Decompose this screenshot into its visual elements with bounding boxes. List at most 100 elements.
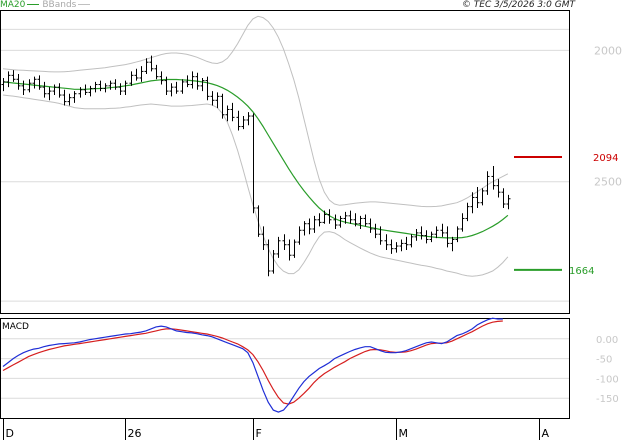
price-bar: [441, 224, 445, 237]
price-bar: [181, 79, 185, 93]
price-bar: [486, 171, 490, 195]
macd-tick-label: -50: [596, 355, 612, 366]
price-bar: [267, 239, 271, 276]
price-bar: [84, 85, 88, 96]
price-bar: [114, 79, 118, 90]
price-bar: [43, 82, 47, 98]
price-bar: [277, 237, 281, 258]
price-bar: [216, 92, 220, 108]
price-bar: [155, 65, 159, 79]
x-tick-label: D: [6, 427, 14, 440]
price-bar: [140, 66, 144, 82]
x-tick-label: A: [542, 427, 550, 440]
price-bar: [481, 188, 485, 205]
legend-bbands: BBands: [42, 0, 76, 10]
price-bar: [507, 195, 511, 209]
price-bar: [395, 242, 399, 253]
price-bar: [242, 116, 246, 129]
price-bar: [318, 213, 322, 226]
price-bar: [94, 82, 98, 93]
price-bar: [17, 74, 21, 90]
price-bar: [99, 81, 103, 92]
price-bar: [262, 226, 266, 250]
price-bar: [58, 83, 62, 97]
price-bar: [405, 237, 409, 250]
price-bar: [374, 224, 378, 238]
price-bar: [28, 79, 32, 92]
price-bar: [145, 58, 149, 74]
macd-tick-label: -150: [596, 394, 619, 405]
macd-tick-label: 0.00: [596, 335, 618, 346]
price-bar: [170, 83, 174, 96]
price-bar: [435, 226, 439, 238]
price-bar: [461, 213, 465, 231]
price-bar: [73, 91, 77, 103]
x-tick-label: F: [256, 427, 262, 440]
y-axis: 2500 2000 0.00 -50 -100 -150: [594, 44, 622, 405]
legend-bbands-swatch: [78, 4, 90, 5]
price-bar: [109, 81, 113, 90]
price-tick-label: 2500: [594, 176, 622, 189]
levels-layer: 2094 1664: [514, 153, 618, 277]
price-bar: [124, 81, 128, 95]
price-bar: [385, 234, 389, 250]
price-bar: [400, 239, 404, 251]
price-bar: [364, 215, 368, 227]
price-bar: [446, 226, 450, 247]
price-bar: [298, 226, 302, 244]
price-bar: [22, 81, 26, 95]
legend-ma20: MA20: [0, 0, 25, 10]
price-bar: [186, 75, 190, 87]
price-bar: [160, 71, 164, 84]
price-bar: [231, 103, 235, 121]
resistance-level-label: 2094: [593, 153, 618, 164]
price-bar: [410, 234, 414, 247]
price-bar: [63, 90, 67, 106]
price-bar: [257, 205, 261, 237]
price-bar: [48, 87, 52, 100]
price-bar: [252, 113, 256, 213]
chart-legend: MA20 BBands: [0, 0, 93, 11]
price-bar: [201, 78, 205, 91]
price-bar: [334, 215, 338, 229]
macd-tick-label: -100: [596, 374, 619, 385]
price-bar: [247, 112, 251, 125]
price-bar: [451, 237, 455, 251]
price-bar: [390, 239, 394, 253]
chart-header-note: © TEC 3/5/2026 3:0 GMT: [462, 0, 575, 11]
price-bar: [130, 71, 134, 85]
macd-title: MACD: [2, 322, 29, 332]
support-level-label: 1664: [569, 266, 594, 277]
price-bar: [359, 216, 363, 229]
price-bar: [135, 69, 139, 81]
price-bar: [53, 85, 57, 96]
price-bar: [175, 82, 179, 94]
price-bar: [68, 94, 72, 106]
price-bar: [237, 111, 241, 131]
price-bar: [206, 77, 210, 101]
price-bar: [12, 70, 16, 82]
price-bar: [293, 239, 297, 257]
x-tick-label: M: [399, 427, 409, 440]
price-bar: [119, 83, 123, 95]
price-bar: [456, 226, 460, 242]
price-tick-label: 2000: [594, 44, 622, 57]
price-bar: [211, 91, 215, 105]
price-bar: [369, 218, 373, 232]
price-bar: [492, 166, 496, 190]
price-bar: [303, 221, 307, 235]
price-bar: [308, 218, 312, 234]
price-bar: [283, 234, 287, 250]
price-bar: [7, 71, 11, 87]
price-bar: [466, 203, 470, 221]
price-bar: [420, 226, 424, 239]
price-bar: [323, 211, 327, 224]
bbands-upper-line: [3, 16, 508, 206]
x-tick-label: 26: [128, 427, 142, 440]
price-bar: [221, 94, 225, 119]
price-bar: [89, 86, 93, 97]
price-bar: [191, 71, 195, 88]
price-bar: [288, 239, 292, 260]
